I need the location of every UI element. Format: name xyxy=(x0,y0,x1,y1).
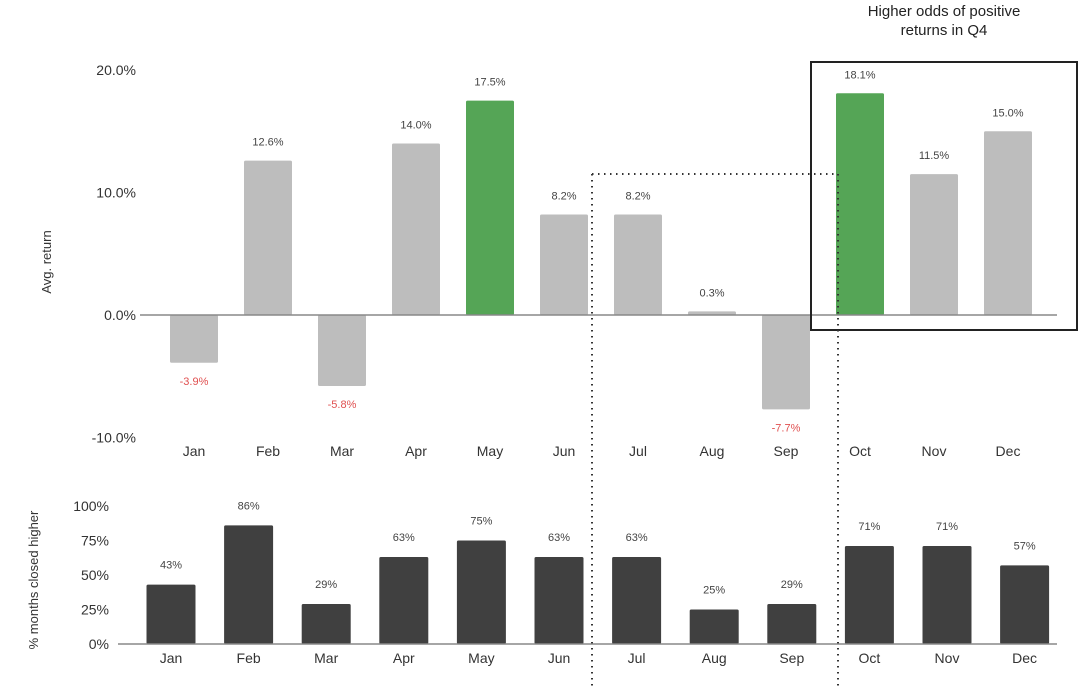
bottom-data-label: 25% xyxy=(703,585,725,597)
bottom-data-label: 75% xyxy=(470,516,492,528)
top-y-tick-label: 10.0% xyxy=(96,185,136,201)
top-bar-jul xyxy=(614,214,662,315)
bottom-data-label: 71% xyxy=(936,521,958,533)
bottom-bar-mar xyxy=(301,603,351,644)
q4-annotation-line1: Higher odds of positive xyxy=(868,3,1021,20)
top-x-tick-label: Apr xyxy=(405,443,427,459)
top-x-tick-label: May xyxy=(477,443,503,459)
bottom-data-label: 63% xyxy=(393,532,415,544)
top-data-label: -7.7% xyxy=(772,422,801,434)
bottom-y-tick-label: 50% xyxy=(81,567,109,583)
bottom-x-tick-label: Oct xyxy=(859,650,881,666)
top-bar-feb xyxy=(244,160,292,315)
top-bar-jun xyxy=(540,214,588,315)
top-x-tick-label: Sep xyxy=(774,443,799,459)
bottom-bar-jul xyxy=(612,557,662,644)
bottom-bar-jun xyxy=(534,557,584,644)
bottom-x-tick-label: Feb xyxy=(237,650,261,666)
bottom-x-tick-label: May xyxy=(468,650,494,666)
bottom-x-tick-label: Apr xyxy=(393,650,415,666)
top-y-tick-label: 0.0% xyxy=(104,307,136,323)
top-y-tick-label: 20.0% xyxy=(96,62,136,78)
bottom-data-label: 43% xyxy=(160,560,182,572)
bottom-bar-oct xyxy=(844,546,894,644)
bottom-x-tick-label: Sep xyxy=(779,650,804,666)
top-bar-nov xyxy=(910,174,958,315)
top-bar-sep xyxy=(762,315,810,410)
top-data-label: 0.3% xyxy=(699,287,724,299)
top-data-label: 14.0% xyxy=(400,120,431,132)
bottom-bar-may xyxy=(456,540,506,644)
top-data-label: 12.6% xyxy=(252,137,283,149)
top-data-label: -3.9% xyxy=(180,376,209,388)
top-bar-apr xyxy=(392,143,440,315)
top-bar-jan xyxy=(170,315,218,363)
top-x-tick-label: Oct xyxy=(849,443,871,459)
bottom-x-tick-label: Nov xyxy=(935,650,960,666)
bottom-bar-aug xyxy=(689,609,739,644)
q4-highlight-box xyxy=(810,61,1078,331)
top-x-tick-label: Aug xyxy=(700,443,725,459)
bottom-bar-dec xyxy=(1000,565,1050,644)
bottom-y-tick-label: 0% xyxy=(89,636,109,652)
bottom-y-axis-label: % months closed higher xyxy=(26,510,41,649)
top-data-label: 18.1% xyxy=(844,69,875,81)
top-x-tick-label: Nov xyxy=(922,443,947,459)
top-data-label: -5.8% xyxy=(328,399,357,411)
top-x-tick-label: Jul xyxy=(629,443,647,459)
top-x-tick-label: Mar xyxy=(330,443,354,459)
bottom-x-tick-label: Mar xyxy=(314,650,338,666)
top-bar-may xyxy=(466,100,514,315)
top-data-label: 15.0% xyxy=(992,107,1023,119)
bottom-bar-nov xyxy=(922,546,972,644)
top-x-tick-label: Jan xyxy=(183,443,206,459)
top-y-tick-label: -10.0% xyxy=(92,430,136,446)
bottom-x-tick-label: Jun xyxy=(548,650,571,666)
bottom-data-label: 29% xyxy=(315,579,337,591)
bottom-data-label: 63% xyxy=(548,532,570,544)
top-bar-mar xyxy=(318,315,366,387)
bottom-x-tick-label: Dec xyxy=(1012,650,1037,666)
bottom-y-tick-label: 75% xyxy=(81,533,109,549)
top-bar-aug xyxy=(688,311,736,315)
q4-annotation-line2: returns in Q4 xyxy=(901,22,988,39)
top-data-label: 17.5% xyxy=(474,77,505,89)
bottom-data-label: 71% xyxy=(858,521,880,533)
bottom-y-tick-label: 25% xyxy=(81,602,109,618)
top-data-label: 11.5% xyxy=(919,150,950,162)
top-data-label: 8.2% xyxy=(625,191,650,203)
bottom-data-label: 57% xyxy=(1014,540,1036,552)
bottom-x-tick-label: Aug xyxy=(702,650,727,666)
bottom-y-tick-label: 100% xyxy=(73,498,109,514)
bottom-data-label: 86% xyxy=(238,500,260,512)
top-x-tick-label: Feb xyxy=(256,443,280,459)
bottom-bar-apr xyxy=(379,557,429,644)
bottom-x-tick-label: Jan xyxy=(160,650,183,666)
bottom-bar-sep xyxy=(767,603,817,644)
top-bar-dec xyxy=(984,131,1032,315)
top-x-tick-label: Dec xyxy=(996,443,1021,459)
bottom-data-label: 29% xyxy=(781,579,803,591)
top-bar-oct xyxy=(836,93,884,316)
top-x-tick-label: Jun xyxy=(553,443,576,459)
top-y-axis-label: Avg. return xyxy=(39,230,54,293)
bottom-x-tick-label: Jul xyxy=(628,650,646,666)
bottom-bar-jan xyxy=(146,584,196,644)
bottom-data-label: 63% xyxy=(626,532,648,544)
top-data-label: 8.2% xyxy=(551,191,576,203)
bottom-bar-feb xyxy=(224,525,274,644)
